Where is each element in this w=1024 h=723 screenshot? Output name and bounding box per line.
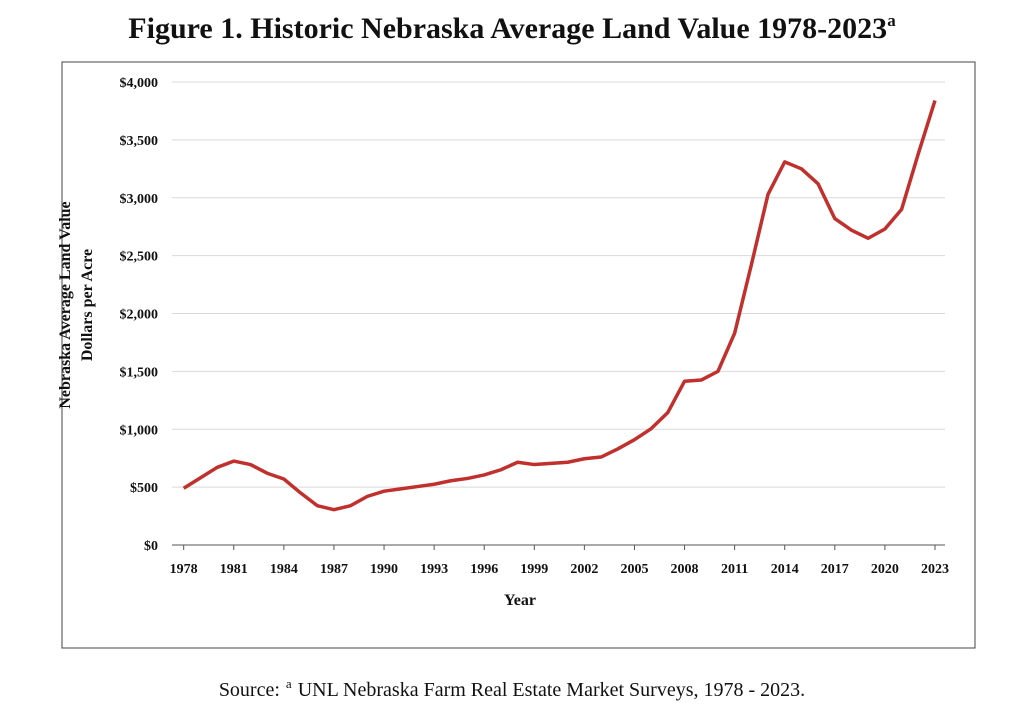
- chart-frame: [61, 61, 976, 649]
- title-superscript: a: [887, 11, 896, 30]
- chart-title: Figure 1. Historic Nebraska Average Land…: [128, 11, 896, 45]
- y-tick-label: $3,000: [120, 192, 159, 207]
- y-axis-title: Nebraska Average Land Value Dollars per …: [57, 201, 96, 408]
- x-tick-label: 1987: [320, 562, 348, 577]
- data-line: [182, 99, 937, 512]
- source-note: Source: a UNL Nebraska Farm Real Estate Ma…: [219, 676, 805, 701]
- x-tick-label: 1981: [220, 562, 248, 577]
- x-tick-label: 2008: [671, 562, 699, 577]
- x-tick-label: 1978: [170, 562, 198, 577]
- x-tick-label: 1984: [270, 562, 298, 577]
- source-superscript: a: [286, 676, 292, 691]
- y-tick-label: $1,000: [120, 423, 159, 438]
- y-label-line: Dollars per Acre: [79, 249, 96, 361]
- y-tick-label: $0: [144, 539, 158, 554]
- source-text: UNL Nebraska Farm Real Estate Market Sur…: [298, 679, 805, 701]
- x-tick-label: 2017: [821, 562, 849, 577]
- y-tick-label: $3,500: [120, 134, 159, 149]
- x-tick-label: 2020: [871, 562, 899, 577]
- x-tick-label: 2014: [771, 562, 799, 577]
- x-tick-label: 1996: [470, 562, 498, 577]
- y-tick-label: $500: [130, 481, 158, 496]
- x-tick-label: 2023: [921, 562, 949, 577]
- y-tick-label: $4,000: [120, 76, 159, 91]
- x-tick-label: 2005: [620, 562, 648, 577]
- x-tick-label: 1993: [420, 562, 448, 577]
- x-tick-label: 2002: [570, 562, 598, 577]
- x-tick-label: 2011: [721, 562, 748, 577]
- y-label-line: Nebraska Average Land Value: [57, 201, 74, 408]
- y-tick-label: $2,500: [120, 250, 159, 265]
- source-label: Source:: [219, 679, 280, 701]
- title-text: Figure 1. Historic Nebraska Average Land…: [128, 12, 887, 45]
- y-tick-label: $2,000: [120, 308, 159, 323]
- x-tick-label: 1990: [370, 562, 398, 577]
- x-tick-label: 1999: [520, 562, 548, 577]
- y-tick-label: $1,500: [120, 365, 159, 380]
- x-axis-title: Year: [504, 592, 536, 609]
